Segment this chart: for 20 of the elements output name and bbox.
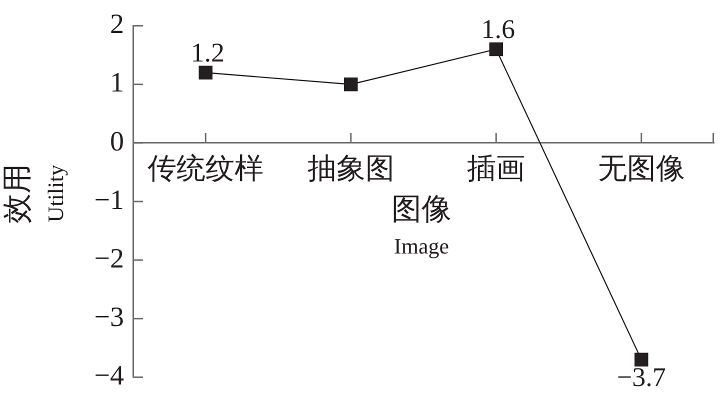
y-tick-label: −2: [94, 243, 124, 274]
data-label: −3.7: [616, 362, 666, 392]
point: [634, 352, 648, 366]
x-axis-title: 图像 Image: [392, 192, 452, 259]
x-tick-label: 抽象图: [307, 152, 394, 185]
data-label: 1.2: [190, 38, 224, 68]
y-tick-label: 1: [110, 68, 124, 99]
point: [489, 42, 503, 56]
point: [344, 78, 358, 92]
x-tick-label: 无图像: [598, 152, 685, 185]
data-label: 1.6: [481, 14, 515, 44]
y-axis-title: 效用 Utility: [0, 164, 68, 224]
y-tick-label: −1: [94, 184, 124, 216]
y-tick-label: 0: [110, 126, 124, 158]
y-tick-label: 2: [110, 9, 124, 40]
y-tick-label: −3: [94, 302, 124, 333]
x-tick-label: 传统纹样: [148, 152, 264, 185]
point: [198, 66, 212, 80]
x-tick-label: 插画: [467, 152, 526, 185]
y-tick-label: −4: [94, 360, 124, 392]
